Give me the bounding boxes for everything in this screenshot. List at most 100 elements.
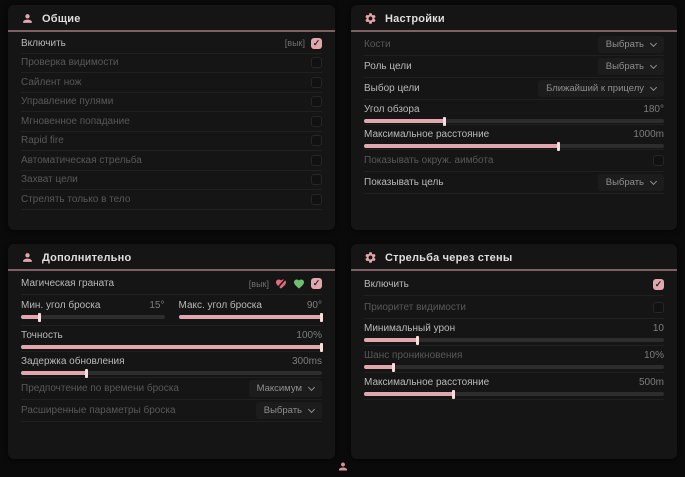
penetration-chance-value: 10%	[643, 350, 664, 361]
dropdown-value: Выбрать	[605, 61, 644, 72]
checkbox[interactable]	[653, 155, 664, 166]
max-distance-slider[interactable]	[364, 141, 664, 151]
checkbox[interactable]	[311, 96, 322, 108]
toggle-row: Автоматическая стрельба	[21, 151, 322, 171]
max-distance-slider[interactable]	[364, 389, 664, 399]
checkbox[interactable]	[311, 154, 322, 166]
enable-label: Включить	[21, 37, 66, 49]
bones-row: Кости Выбрать	[364, 34, 664, 56]
slider-handle[interactable]	[392, 362, 395, 372]
accuracy-value: 100%	[296, 330, 322, 341]
max-distance-label: Максимальное расстояние	[364, 377, 490, 388]
max-throw-label: Макс. угол броска	[178, 300, 262, 311]
min-throw-slider[interactable]	[21, 312, 165, 322]
update-delay-slider[interactable]	[21, 368, 322, 378]
max-throw-value: 90°	[306, 300, 322, 311]
toggle-row: Управление пулями	[21, 93, 322, 112]
update-delay-value: 300ms	[291, 356, 322, 367]
show-target-dropdown[interactable]: Выбрать	[597, 174, 664, 191]
toggle-row: Мгновенное попадание	[21, 112, 322, 132]
min-damage-label: Минимальный урон	[364, 323, 456, 334]
max-distance-row: Максимальное расстояние 1000m	[364, 125, 664, 151]
enable-row: Включить [вык]	[21, 34, 322, 54]
checkbox[interactable]	[311, 174, 322, 186]
gear-icon	[365, 13, 376, 24]
magic-grenade-row: Магическая граната [вык]	[21, 273, 322, 295]
target-role-row: Роль цели Выбрать	[364, 56, 664, 78]
slider-handle[interactable]	[557, 141, 560, 151]
toggle-label: Стрелять только в тело	[21, 193, 131, 205]
toggle-row: Сайлент нож	[21, 73, 322, 93]
throw-time-dropdown[interactable]: Максимум	[248, 380, 322, 397]
max-throw-slider[interactable]	[178, 312, 323, 322]
checkbox[interactable]	[311, 193, 322, 205]
fov-row: Угол обзора 180°	[364, 100, 664, 126]
checkbox[interactable]	[311, 57, 322, 69]
max-distance-label: Максимальное расстояние	[364, 129, 490, 140]
advanced-throw-label: Расширенные параметры броска	[21, 405, 176, 416]
panel-title: Общие	[42, 12, 81, 25]
toggle-label: Rapid fire	[21, 135, 64, 147]
min-damage-row: Минимальный урон 10	[364, 319, 664, 346]
visibility-priority-label: Приоритет видимости	[364, 301, 467, 313]
hotkey-tag: [вык]	[248, 278, 269, 289]
update-delay-label: Задержка обновления	[21, 356, 125, 367]
toggle-label: Автоматическая стрельба	[21, 154, 142, 166]
accuracy-label: Точность	[21, 330, 63, 341]
chevron-down-icon	[649, 177, 658, 185]
update-delay-row: Задержка обновления 300ms	[21, 352, 322, 378]
min-throw-label: Мин. угол броска	[21, 300, 101, 311]
enable-label: Включить	[364, 278, 409, 290]
slider-handle[interactable]	[320, 342, 323, 352]
checkbox[interactable]	[311, 76, 322, 88]
bones-dropdown[interactable]: Выбрать	[597, 36, 664, 53]
advanced-throw-dropdown[interactable]: Выбрать	[255, 402, 322, 419]
gear-icon	[365, 252, 376, 263]
fov-value: 180°	[643, 104, 664, 115]
panel-settings-header: Настройки	[351, 5, 677, 32]
checkbox[interactable]	[311, 135, 322, 147]
show-target-label: Показывать цель	[364, 177, 444, 188]
panel-additional-header: Дополнительно	[8, 244, 335, 271]
bones-label: Кости	[364, 39, 391, 50]
target-select-dropdown[interactable]: Ближайший к прицелу	[538, 80, 664, 97]
max-distance-row: Максимальное расстояние 500m	[364, 373, 664, 400]
dropdown-value: Максимум	[256, 383, 302, 394]
advanced-throw-row: Расширенные параметры броска Выбрать	[21, 400, 322, 422]
enable-checkbox[interactable]	[653, 278, 664, 290]
target-role-dropdown[interactable]: Выбрать	[597, 58, 664, 75]
dropdown-value: Ближайший к прицелу	[546, 83, 644, 94]
dropdown-value: Выбрать	[605, 177, 644, 188]
min-throw-value: 15°	[149, 300, 165, 311]
toggle-row: Проверка видимости	[21, 54, 322, 73]
toggle-label: Захват цели	[21, 174, 78, 186]
slider-handle[interactable]	[443, 116, 446, 126]
checkbox[interactable]	[311, 115, 322, 127]
accuracy-slider[interactable]	[21, 342, 323, 352]
penetration-chance-slider[interactable]	[364, 362, 664, 372]
throw-time-row: Предпочтение по времени броска Максимум	[21, 378, 322, 400]
magic-grenade-checkbox[interactable]	[311, 278, 322, 289]
penetration-chance-row: Шанс проникновения 10%	[364, 346, 664, 373]
fov-slider[interactable]	[364, 116, 664, 126]
min-damage-slider[interactable]	[364, 335, 664, 345]
slider-handle[interactable]	[416, 335, 419, 345]
panel-additional: Дополнительно Магическая граната [вык] М…	[8, 244, 335, 459]
slider-handle[interactable]	[320, 312, 323, 322]
hotkey-tag: [вык]	[284, 38, 305, 49]
visibility-priority-row: Приоритет видимости	[364, 296, 664, 319]
enable-checkbox[interactable]	[311, 37, 322, 49]
heart-icon[interactable]	[293, 278, 305, 290]
magic-grenade-label: Магическая граната	[21, 278, 115, 289]
checkbox[interactable]	[653, 301, 664, 313]
max-distance-value: 1000m	[633, 129, 664, 140]
toggle-label: Управление пулями	[21, 96, 114, 108]
slider-handle[interactable]	[37, 312, 41, 322]
accuracy-row: Точность 100%	[21, 326, 323, 352]
toggle-row: Rapid fire	[21, 132, 322, 151]
heart-broken-icon[interactable]	[275, 278, 287, 290]
slider-handle[interactable]	[85, 368, 89, 378]
slider-handle[interactable]	[452, 389, 455, 399]
min-damage-value: 10	[652, 323, 664, 334]
throw-angle-row: Мин. угол броска 15° Макс. угол броска 9…	[21, 295, 323, 326]
